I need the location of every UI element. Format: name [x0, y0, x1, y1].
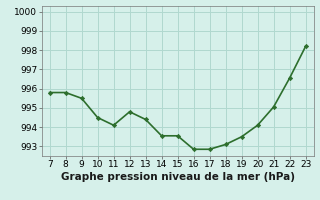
X-axis label: Graphe pression niveau de la mer (hPa): Graphe pression niveau de la mer (hPa) — [60, 172, 295, 182]
